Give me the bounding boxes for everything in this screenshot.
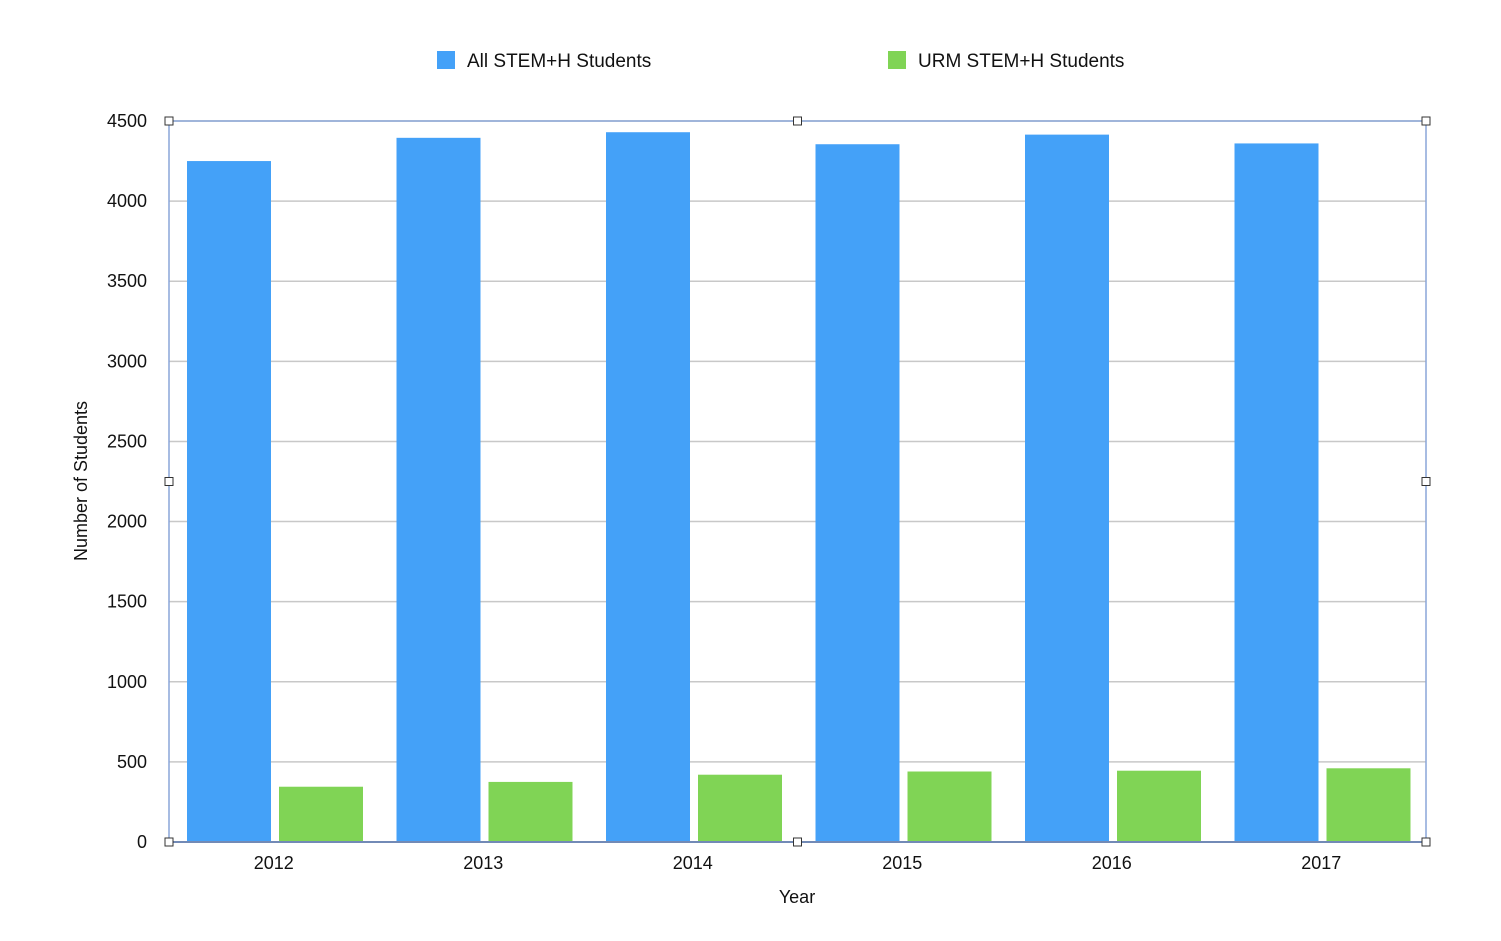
y-tick-label: 2500: [107, 431, 147, 451]
bars: [187, 132, 1411, 843]
bar-urm-2015: [907, 771, 992, 842]
resize-handle[interactable]: [1421, 477, 1431, 486]
y-tick-label: 2000: [107, 512, 147, 532]
bar-urm-2017: [1326, 768, 1411, 842]
resize-handle[interactable]: [1421, 837, 1431, 847]
bar-urm-2013: [488, 781, 573, 842]
resize-handle[interactable]: [793, 837, 802, 847]
legend-swatch: [888, 51, 906, 69]
x-axis-title: Year: [779, 887, 815, 907]
y-tick-label: 500: [117, 752, 147, 772]
axes: 0 500 1000 1500 2000 2500 3000 3500 4000 4500 2012…: [107, 111, 1426, 873]
x-tick-label: 2012: [254, 853, 294, 873]
bar-urm-2012: [279, 786, 363, 842]
bar-all-2014: [606, 132, 690, 842]
resize-handle[interactable]: [164, 837, 174, 847]
legend: All STEM+H Students URM STEM+H Students: [437, 51, 1124, 72]
resize-handle[interactable]: [1421, 116, 1431, 126]
selection-frame[interactable]: [164, 116, 1431, 847]
x-tick-label: 2016: [1092, 853, 1132, 873]
bar-all-2012: [187, 161, 271, 843]
bar-urm-2014: [698, 774, 782, 842]
y-tick-label: 4000: [107, 191, 147, 211]
bar-all-2016: [1025, 134, 1109, 842]
bar-urm-2016: [1117, 770, 1201, 842]
y-tick-label: 3000: [107, 351, 147, 371]
legend-label: URM STEM+H Students: [918, 51, 1124, 72]
x-tick-label: 2013: [463, 853, 503, 873]
y-tick-label: 0: [137, 832, 147, 852]
x-tick-label: 2017: [1301, 853, 1341, 873]
legend-label: All STEM+H Students: [467, 51, 651, 72]
y-axis-title: Number of Students: [71, 401, 91, 561]
y-tick-label: 4500: [107, 111, 147, 131]
bar-all-2015: [815, 144, 900, 842]
resize-handle[interactable]: [793, 116, 802, 126]
x-tick-label: 2015: [882, 853, 922, 873]
legend-swatch: [437, 51, 455, 69]
y-tick-label: 1000: [107, 672, 147, 692]
bar-all-2017: [1234, 143, 1319, 843]
bar-all-2013: [396, 137, 481, 842]
resize-handle[interactable]: [164, 116, 174, 126]
x-tick-label: 2014: [673, 853, 713, 873]
y-tick-label: 1500: [107, 592, 147, 612]
y-tick-label: 3500: [107, 271, 147, 291]
resize-handle[interactable]: [164, 477, 174, 486]
